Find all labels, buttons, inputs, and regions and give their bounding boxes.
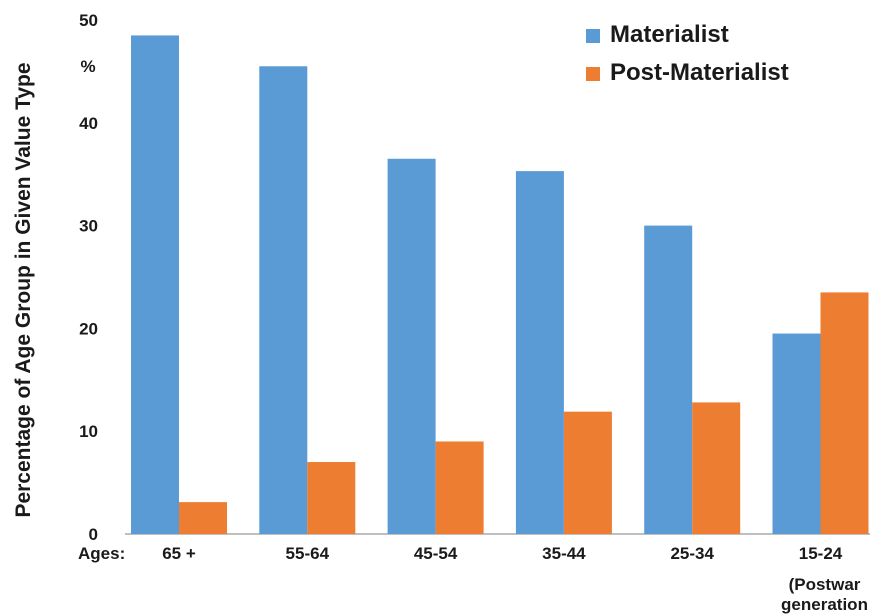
y-unit-label: % <box>80 57 95 76</box>
y-tick-label: 0 <box>89 525 98 544</box>
bar-materialist-0 <box>131 35 179 535</box>
bars <box>131 35 869 535</box>
bar-post-materialist-3 <box>563 411 612 534</box>
x-tick-label: 55-64 <box>286 544 330 563</box>
bar-post-materialist-4 <box>692 402 741 534</box>
bar-post-materialist-0 <box>179 502 227 534</box>
legend-swatch <box>586 29 600 43</box>
legend-swatch <box>586 67 600 81</box>
x-axis-prefix: Ages: <box>78 544 125 563</box>
x-tick-label: 15-24 <box>799 544 843 563</box>
y-ticks: 0 10 20 30 40 50 <box>79 11 98 544</box>
legend-label: Post-Materialist <box>610 59 789 86</box>
x-category-note: (Postwar <box>789 575 861 594</box>
x-category-note: generation <box>781 595 868 614</box>
bar-post-materialist-2 <box>435 441 484 534</box>
bar-materialist-1 <box>259 66 308 534</box>
bar-post-materialist-5 <box>820 292 869 534</box>
y-tick-label: 50 <box>79 11 98 30</box>
y-tick-label: 20 <box>79 319 98 338</box>
bar-materialist-3 <box>515 171 564 534</box>
bar-materialist-5 <box>772 333 821 534</box>
x-ticks: 65 + 55-64 45-54 35-44 25-34 15-24 (Postwargen… <box>162 544 868 614</box>
bar-post-materialist-1 <box>307 462 356 534</box>
legend: Materialist Post-Materialist <box>586 21 789 86</box>
y-axis-label: Percentage of Age Group in Given Value T… <box>12 62 35 517</box>
x-tick-label: 65 + <box>162 544 196 563</box>
legend-label: Materialist <box>610 21 729 48</box>
y-tick-label: 10 <box>79 422 98 441</box>
x-tick-label: 35-44 <box>542 544 586 563</box>
x-tick-label: 45-54 <box>414 544 458 563</box>
bar-materialist-4 <box>644 225 693 534</box>
y-tick-label: 40 <box>79 114 98 133</box>
bar-materialist-2 <box>387 158 436 534</box>
y-tick-label: 30 <box>79 217 98 236</box>
x-tick-label: 25-34 <box>670 544 714 563</box>
